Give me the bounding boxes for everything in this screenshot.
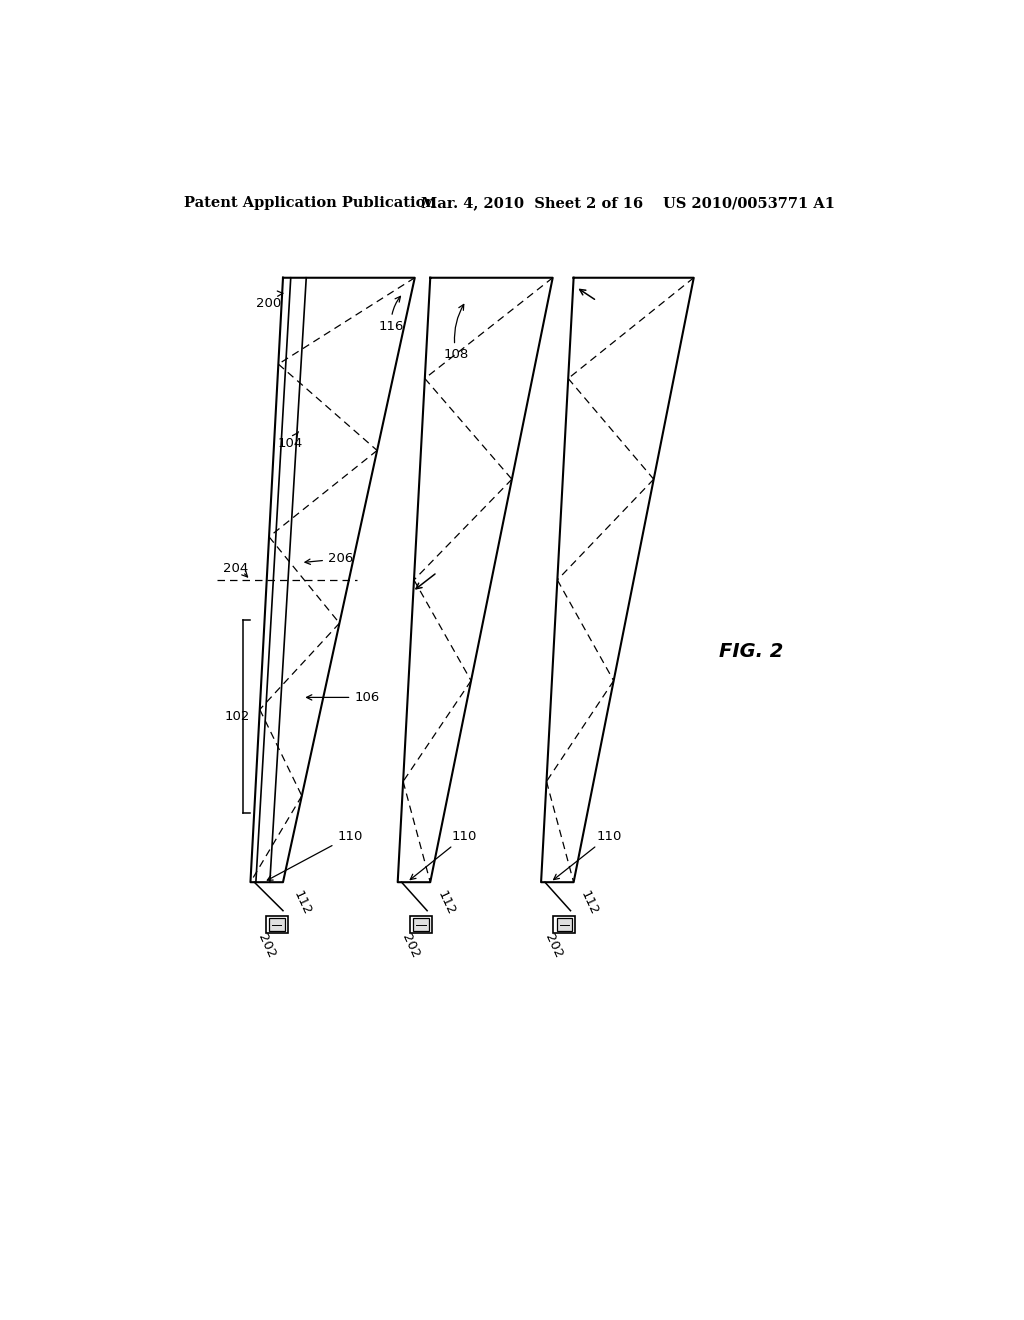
Text: US 2010/0053771 A1: US 2010/0053771 A1 (663, 197, 835, 210)
Bar (554, 916, 575, 933)
Text: 106: 106 (306, 690, 380, 704)
Bar (269, 919, 285, 931)
Text: 102: 102 (225, 710, 250, 723)
Text: 104: 104 (278, 432, 303, 450)
Text: 202: 202 (399, 932, 422, 961)
Text: 112: 112 (291, 888, 313, 917)
Text: 110: 110 (411, 829, 477, 879)
Text: 204: 204 (223, 561, 249, 574)
Text: 112: 112 (435, 888, 458, 917)
Text: 116: 116 (378, 297, 403, 333)
Text: Mar. 4, 2010  Sheet 2 of 16: Mar. 4, 2010 Sheet 2 of 16 (421, 197, 643, 210)
Text: 110: 110 (267, 829, 362, 880)
Bar (266, 916, 288, 933)
Text: 202: 202 (543, 932, 565, 961)
Bar (410, 916, 432, 933)
Text: 110: 110 (554, 829, 622, 879)
Bar (414, 919, 429, 931)
Text: 202: 202 (255, 932, 278, 961)
Bar (557, 919, 572, 931)
Text: 108: 108 (443, 305, 469, 362)
Text: Patent Application Publication: Patent Application Publication (183, 197, 436, 210)
Text: 200: 200 (256, 290, 283, 310)
Text: FIG. 2: FIG. 2 (719, 642, 783, 661)
Text: 112: 112 (579, 888, 601, 917)
Text: 206: 206 (305, 552, 353, 565)
